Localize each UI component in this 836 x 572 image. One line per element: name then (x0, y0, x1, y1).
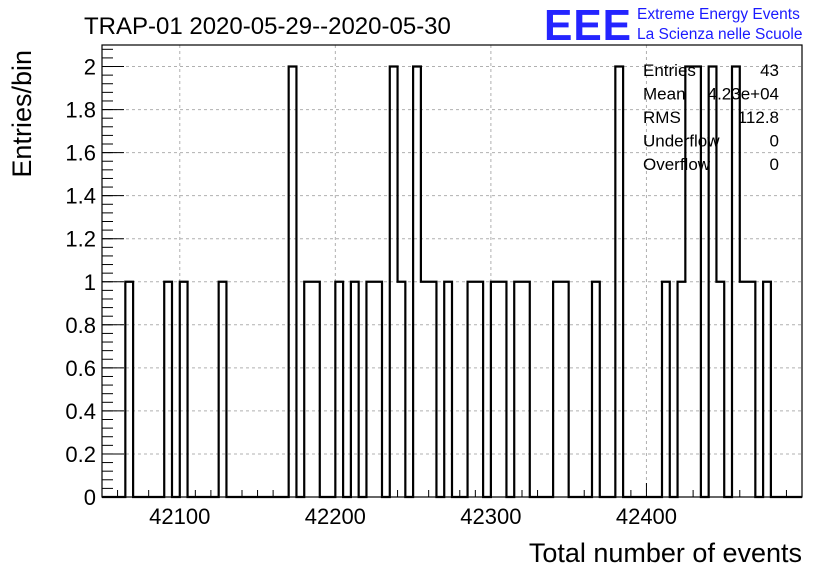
stats-value: 112.8 (738, 108, 779, 127)
stats-value: 0 (770, 132, 779, 151)
x-tick-label: 42300 (460, 504, 521, 529)
histogram-outline (102, 65, 802, 499)
histogram-bin (421, 282, 429, 497)
histogram-bin (374, 282, 382, 497)
histogram-bin (491, 282, 499, 497)
histogram-bin (468, 282, 476, 497)
y-tick-label: 1.8 (65, 98, 96, 123)
histogram-bin (164, 282, 172, 497)
histogram-bin (592, 282, 600, 497)
stats-value: 4.23e+04 (708, 85, 779, 104)
stats-label: RMS (643, 108, 681, 127)
histogram-bin (748, 282, 756, 497)
y-tick-label: 0 (84, 485, 96, 510)
logo-mark: EEE (544, 1, 632, 50)
stats-label: Mean (643, 85, 686, 104)
stats-value: 0 (770, 155, 779, 174)
y-tick-label: 0.6 (65, 356, 96, 381)
histogram-bin (398, 282, 406, 497)
stats-label: Underflow (643, 132, 720, 151)
y-tick-label: 0.4 (65, 399, 96, 424)
eee-logo: EEE Extreme Energy Events La Scienza nel… (544, 1, 802, 50)
y-axis: 0 0.2 0.4 0.6 0.8 1 1.2 1.4 1.6 1.8 2 (65, 48, 124, 510)
histogram-bin (304, 282, 312, 497)
plot-frame (101, 44, 803, 498)
y-tick-label: 2 (84, 55, 96, 80)
stats-box: Entries 43 Mean 4.23e+04 RMS 112.8 Underflow 0 O… (643, 61, 779, 174)
histogram-bin (475, 282, 483, 497)
logo-line-2: La Scienza nelle Scuole (637, 26, 802, 43)
histogram-bin (499, 282, 507, 497)
histogram-bin (429, 282, 437, 497)
histogram-bin (662, 282, 670, 497)
stats-label: Entries (643, 61, 696, 80)
x-axis-label: Total number of events (529, 538, 802, 568)
histogram-series (102, 65, 802, 499)
histogram-bin (366, 282, 374, 497)
stats-label: Overflow (643, 155, 711, 174)
y-tick-label: 1.2 (65, 227, 96, 252)
histogram-bin (514, 282, 522, 497)
y-tick-label: 0.2 (65, 442, 96, 467)
chart-title: TRAP-01 2020-05-29--2020-05-30 (84, 13, 451, 40)
logo-line-1: Extreme Energy Events (637, 6, 800, 23)
histogram-bin (553, 282, 561, 497)
histogram-bin (740, 282, 748, 497)
histogram-bin (180, 282, 188, 497)
y-tick-label: 1 (84, 270, 96, 295)
histogram-bin (312, 282, 320, 497)
y-tick-label: 1.6 (65, 141, 96, 166)
y-tick-label: 1.4 (65, 184, 96, 209)
histogram-bin (335, 282, 343, 497)
x-tick-label: 42200 (305, 504, 366, 529)
x-axis: 42100 42200 42300 42400 (101, 483, 803, 529)
histogram-bin (716, 282, 724, 497)
histogram-bin (561, 282, 569, 497)
histogram-bin (351, 282, 359, 497)
histogram-bin (763, 282, 771, 497)
y-axis-label: Entries/bin (7, 50, 37, 178)
histogram-bin (522, 282, 530, 497)
stats-value: 43 (760, 61, 779, 80)
histogram-bin (219, 282, 227, 497)
histogram-bin (444, 282, 452, 497)
histogram-bin (678, 282, 686, 497)
x-tick-label: 42100 (149, 504, 210, 529)
x-tick-label: 42400 (616, 504, 677, 529)
y-tick-label: 0.8 (65, 313, 96, 338)
histogram-bin (125, 282, 133, 497)
